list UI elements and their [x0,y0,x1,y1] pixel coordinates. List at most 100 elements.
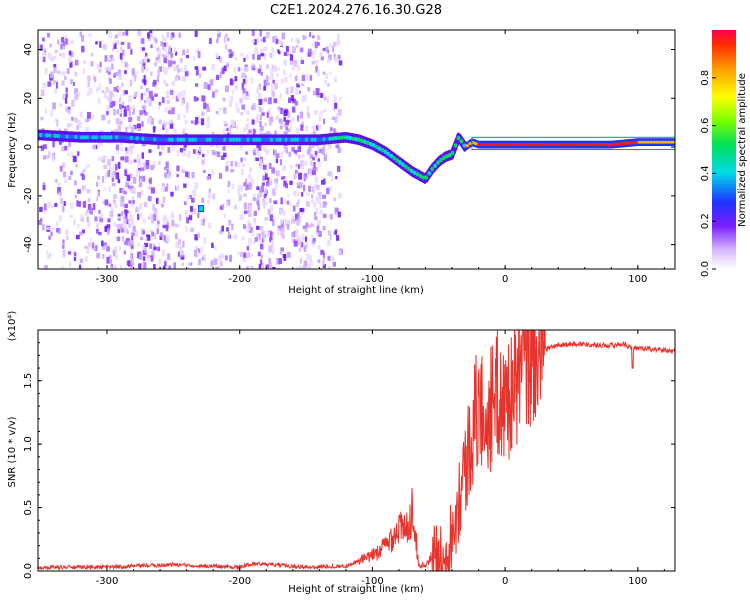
noise-speck [199,73,202,79]
noise-speck [253,129,257,134]
noise-speck [109,265,113,269]
ridge-core [625,141,630,145]
noise-speck [266,64,270,69]
noise-speck [268,162,272,169]
noise-speck [117,125,122,132]
noise-speck [300,124,304,131]
noise-speck [219,71,222,79]
noise-speck [211,63,215,71]
noise-speck [302,184,306,192]
noise-speck [227,126,231,133]
noise-speck [125,228,129,233]
noise-speck [258,144,262,151]
noise-speck [175,242,179,248]
noise-speck [82,201,87,208]
noise-speck [126,219,129,225]
noise-speck [141,47,145,51]
noise-speck [86,209,90,214]
noise-speck [286,110,289,116]
noise-speck [157,142,160,150]
noise-speck [244,75,247,79]
noise-speck [115,163,118,171]
noise-speck [138,168,141,172]
ridge-core [614,142,618,146]
noise-speck [189,195,192,200]
noise-speck [277,67,280,71]
noise-speck [270,68,273,76]
noise-speck [147,117,152,122]
noise-speck [123,191,127,195]
noise-speck [56,221,59,227]
noise-speck [337,147,342,153]
noise-speck [120,195,125,202]
ridge-core [115,135,119,140]
ridge-core [77,135,81,140]
noise-speck [233,234,238,240]
noise-speck [239,67,244,71]
ridge-core [68,134,72,139]
noise-speck [279,92,282,100]
noise-speck [54,88,58,94]
noise-speck [163,267,166,269]
noise-speck [198,258,201,266]
noise-speck [92,203,96,211]
x-tick-label: -200 [228,274,251,285]
noise-speck [167,268,172,269]
noise-speck [194,234,199,241]
noise-speck [40,145,45,151]
ridge-core [261,137,265,142]
noise-speck [48,235,52,240]
noise-speck [102,245,106,250]
noise-speck [158,105,161,110]
noise-speck [274,82,278,90]
ridge-core [190,137,195,142]
noise-speck [308,267,311,269]
noise-speck [120,201,125,208]
x-tick-label: -100 [361,576,384,587]
noise-speck [299,47,304,53]
noise-speck [141,66,145,72]
noise-speck [183,183,187,188]
ridge-core [304,137,309,142]
noise-speck [248,184,252,190]
ridge-core [71,134,75,140]
noise-speck [228,53,233,58]
noise-speck [131,196,135,203]
noise-speck [106,224,111,231]
noise-speck [87,221,91,228]
noise-speck [287,52,291,57]
ridge-core [450,150,455,156]
noise-speck [338,97,342,102]
noise-speck [336,38,341,46]
noise-speck [312,167,317,172]
noise-speck [65,87,68,93]
noise-speck [235,102,238,109]
ridge-core [348,135,353,141]
noise-speck [260,185,264,193]
noise-speck [206,106,210,112]
noise-speck [141,152,144,159]
noise-speck [280,219,284,224]
noise-speck [245,110,250,115]
ridge-core [395,158,399,163]
noise-speck [285,126,288,131]
noise-speck [295,267,299,269]
noise-speck [129,214,134,221]
noise-speck [69,214,74,218]
ridge-core [491,143,496,147]
noise-speck [306,149,311,155]
noise-speck [314,110,318,116]
spectrogram-xlabel: Height of straight line (km) [288,285,424,296]
noise-speck [280,247,285,252]
noise-speck [198,115,201,122]
noise-speck [311,234,314,240]
noise-speck [264,122,267,127]
noise-speck [170,119,173,125]
noise-speck [113,108,116,116]
ridge-core [47,133,52,138]
noise-speck [116,223,120,230]
noise-speck [63,145,68,151]
noise-speck [157,220,160,226]
noise-speck [272,79,275,84]
noise-speck [174,223,179,228]
